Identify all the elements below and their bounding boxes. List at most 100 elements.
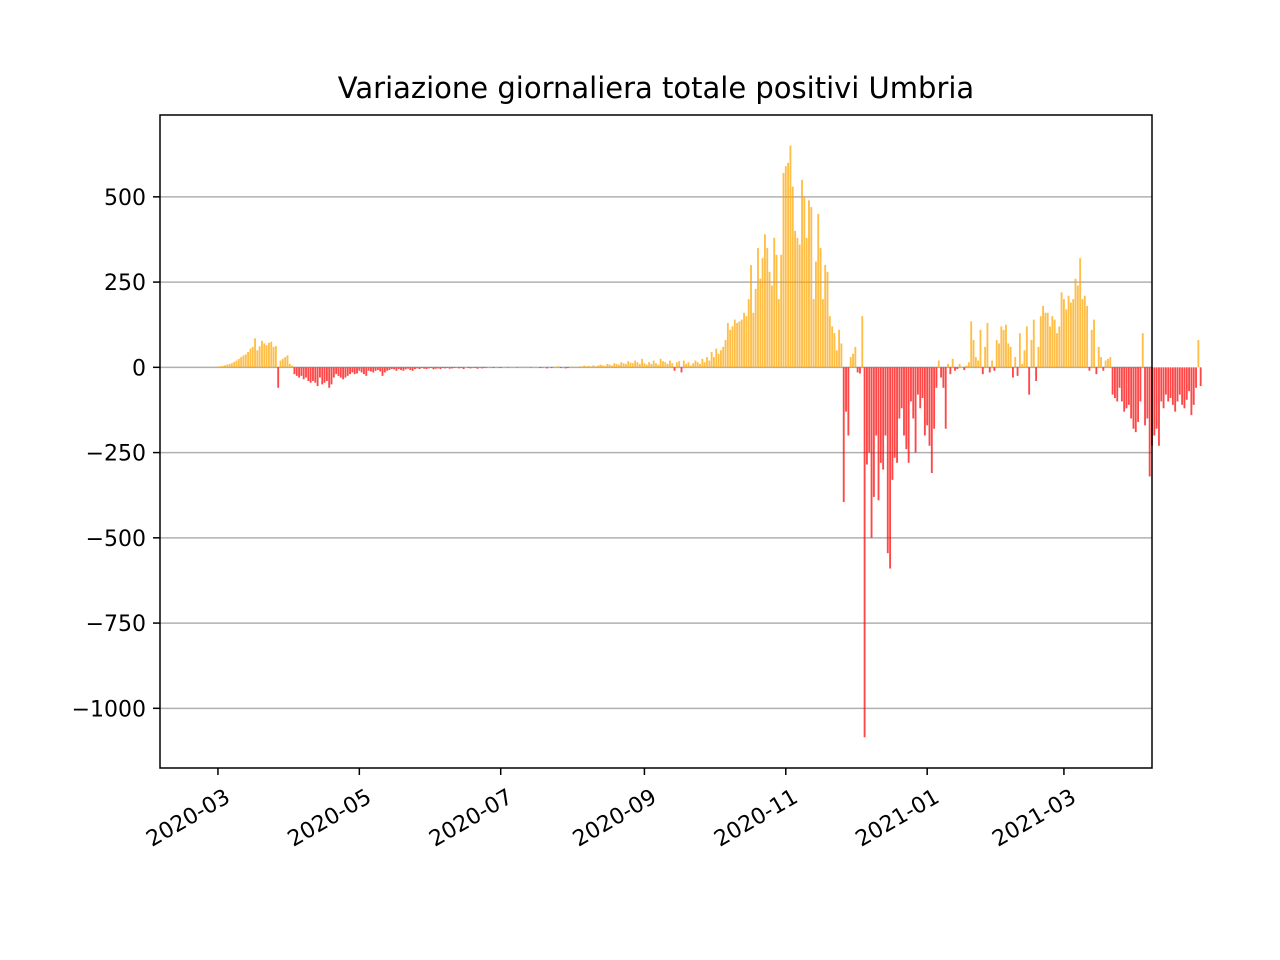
bar bbox=[662, 361, 664, 368]
bar bbox=[414, 367, 416, 370]
bar bbox=[1113, 367, 1116, 399]
bar bbox=[272, 346, 275, 368]
bar bbox=[879, 367, 882, 463]
bar bbox=[1058, 326, 1061, 368]
y-axis: 500 250 0 −250 −500 −750 −1000 bbox=[72, 186, 160, 722]
bar bbox=[430, 367, 433, 369]
bar bbox=[655, 363, 657, 368]
x-tick-label: 2020-09 bbox=[569, 785, 661, 853]
bar bbox=[483, 367, 486, 369]
bar bbox=[814, 261, 817, 368]
bar bbox=[780, 254, 783, 368]
bar bbox=[1169, 367, 1172, 399]
bar bbox=[339, 367, 342, 378]
bar bbox=[896, 367, 898, 463]
bar bbox=[423, 367, 426, 369]
bar bbox=[1000, 326, 1003, 368]
bar bbox=[305, 367, 307, 378]
bar bbox=[351, 367, 354, 373]
bar bbox=[409, 367, 412, 371]
bar bbox=[1049, 326, 1051, 368]
bar bbox=[849, 357, 852, 368]
bar bbox=[903, 367, 905, 436]
bar bbox=[1116, 367, 1119, 402]
bar bbox=[648, 362, 650, 368]
bar bbox=[643, 363, 646, 368]
bar bbox=[233, 361, 236, 368]
bar bbox=[481, 367, 484, 369]
bar bbox=[1044, 312, 1047, 368]
bar bbox=[1067, 295, 1070, 368]
bar bbox=[984, 346, 987, 368]
bar bbox=[808, 200, 810, 368]
bar bbox=[933, 367, 936, 429]
bar bbox=[782, 172, 785, 368]
bar bbox=[314, 367, 317, 383]
bar bbox=[666, 363, 669, 368]
bar bbox=[1100, 357, 1102, 368]
bar bbox=[692, 363, 695, 368]
bar bbox=[1051, 316, 1054, 368]
bar bbox=[935, 367, 938, 388]
bar bbox=[942, 367, 945, 388]
bar bbox=[652, 360, 655, 368]
bar bbox=[794, 230, 796, 368]
bar bbox=[1199, 367, 1202, 387]
bar bbox=[219, 366, 222, 368]
bar bbox=[1195, 367, 1197, 388]
bar bbox=[958, 363, 961, 368]
bar bbox=[560, 367, 562, 369]
bar bbox=[1146, 367, 1149, 419]
bar bbox=[940, 367, 943, 378]
bar bbox=[696, 362, 699, 368]
bar bbox=[1037, 346, 1040, 368]
bar bbox=[817, 213, 820, 368]
bar bbox=[1164, 367, 1167, 395]
bar bbox=[365, 367, 368, 376]
bar bbox=[803, 196, 806, 368]
bar bbox=[824, 265, 827, 368]
bar bbox=[754, 288, 757, 368]
bar bbox=[1141, 333, 1144, 368]
bar bbox=[590, 366, 593, 368]
y-tick-label: −750 bbox=[86, 612, 146, 637]
bar bbox=[910, 367, 912, 402]
bar bbox=[312, 367, 314, 381]
bar bbox=[854, 346, 857, 368]
bar bbox=[1042, 305, 1044, 368]
bar bbox=[492, 367, 495, 369]
bar bbox=[295, 367, 298, 376]
bar bbox=[617, 364, 620, 368]
bar bbox=[1035, 367, 1038, 381]
bar bbox=[460, 367, 463, 369]
bar bbox=[768, 271, 771, 368]
bar bbox=[900, 367, 903, 409]
bar bbox=[448, 367, 451, 369]
bar bbox=[1162, 367, 1165, 409]
bar bbox=[884, 367, 887, 436]
bar bbox=[1185, 367, 1188, 400]
bar bbox=[678, 361, 681, 368]
bar bbox=[1062, 299, 1065, 368]
bar bbox=[668, 360, 671, 368]
bar bbox=[923, 367, 926, 436]
bar bbox=[416, 367, 419, 369]
bar bbox=[1074, 278, 1077, 368]
bar bbox=[863, 367, 866, 738]
bar bbox=[1160, 367, 1163, 402]
bar bbox=[221, 365, 224, 368]
bar bbox=[673, 367, 676, 371]
bar bbox=[905, 367, 908, 450]
bar bbox=[555, 366, 558, 368]
bar bbox=[1107, 358, 1109, 368]
bar bbox=[226, 364, 229, 368]
bar bbox=[235, 360, 238, 368]
bar bbox=[277, 367, 280, 388]
bar bbox=[699, 363, 701, 368]
bar bbox=[453, 367, 456, 369]
bar bbox=[995, 340, 998, 368]
bar bbox=[796, 237, 799, 368]
bar bbox=[805, 237, 808, 368]
x-axis: 2020-03 2020-05 2020-07 2020-09 2020-11 2021-… bbox=[142, 768, 1081, 853]
bar bbox=[743, 312, 746, 368]
